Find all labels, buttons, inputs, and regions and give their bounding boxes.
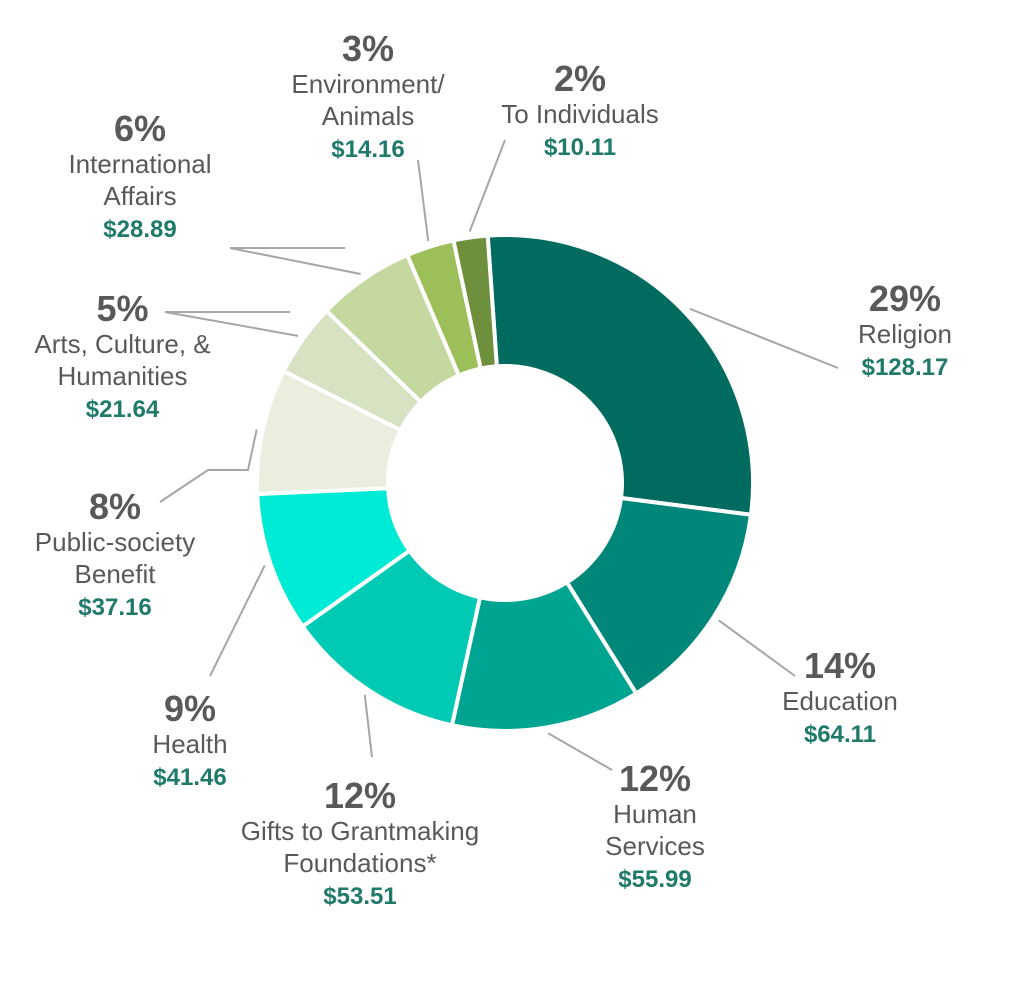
slice-category: Public-society: [34, 527, 196, 558]
leader-line-health: [209, 564, 266, 677]
slice-amount: $41.46: [153, 764, 227, 792]
slice-label-to-individuals: 2% To Individuals $10.11: [465, 58, 695, 162]
leader-line-religion: [689, 307, 839, 369]
slice-amount: $64.11: [803, 721, 877, 749]
slice-percent: 29%: [868, 278, 942, 319]
slice-to-individuals: [451, 233, 499, 371]
slice-amount: $10.11: [543, 134, 617, 162]
slice-category: International: [68, 149, 212, 180]
leader-line-human-services: [547, 732, 613, 771]
slice-amount: $28.89: [103, 215, 177, 243]
slice-label-health: 9% Health $41.46: [110, 688, 270, 792]
slice-percent: 6%: [113, 108, 167, 149]
slice-percent: 2%: [553, 58, 607, 99]
leader-line-gifts-to-grantmaking-foundations: [363, 694, 373, 758]
slice-amount: $53.51: [323, 882, 397, 910]
leader-line-public-society-benefit: [159, 429, 258, 503]
slice-category: Services: [605, 831, 705, 862]
slice-category: Health: [152, 729, 228, 760]
slice-category: To Individuals: [501, 99, 659, 130]
slice-category: Religion: [858, 319, 952, 350]
slice-amount: $14.16: [331, 135, 405, 163]
slice-label-human-services: 12% Human Services $55.99: [555, 758, 755, 894]
leader-line-arts-culture-humanities: [164, 311, 299, 337]
slice-category: Education: [782, 686, 898, 717]
slice-category: Animals: [321, 101, 415, 132]
slice-category: Foundations*: [283, 848, 437, 879]
slice-percent: 3%: [341, 28, 395, 69]
slice-label-public-society-benefit: 8% Public-society Benefit $37.16: [0, 486, 230, 622]
slice-percent: 12%: [618, 758, 692, 799]
slice-amount: $128.17: [861, 354, 949, 382]
slice-education: [564, 495, 753, 696]
slice-percent: 8%: [88, 486, 142, 527]
slice-percent: 14%: [803, 645, 877, 686]
slice-percent: 9%: [163, 688, 217, 729]
slice-amount: $37.16: [78, 593, 152, 621]
slice-category: Affairs: [103, 181, 177, 212]
slice-religion: [485, 233, 755, 517]
slice-label-religion: 29% Religion $128.17: [810, 278, 1000, 382]
slice-label-education: 14% Education $64.11: [745, 645, 935, 749]
slice-category: Humanities: [57, 361, 188, 392]
slice-category: Gifts to Grantmaking: [240, 816, 480, 847]
slice-category: Arts, Culture, &: [34, 329, 211, 360]
leader-line-education: [718, 619, 796, 677]
slice-amount: $55.99: [618, 865, 692, 893]
slice-label-environment-animals: 3% Environment/Animals $14.16: [258, 28, 478, 164]
slice-category: Human: [613, 799, 697, 830]
leader-line-international-affairs: [229, 247, 361, 275]
slice-amount: $21.64: [85, 395, 160, 423]
slice-label-gifts-to-grantmaking-foundations: 12% Gifts to Grantmaking Foundations* $53.5…: [180, 775, 540, 911]
slice-label-international-affairs: 6% International Affairs $28.89: [40, 108, 240, 244]
slice-category: Environment/: [291, 69, 445, 100]
leader-line-to-individuals: [468, 139, 506, 232]
slice-percent: 5%: [96, 288, 149, 329]
slice-label-arts-culture-humanities: 5% Arts, Culture, & Humanities $21.64: [0, 288, 245, 424]
slice-category: Benefit: [74, 559, 156, 590]
slice-percent: 12%: [323, 775, 397, 816]
leader-line-environment-animals: [417, 159, 430, 242]
